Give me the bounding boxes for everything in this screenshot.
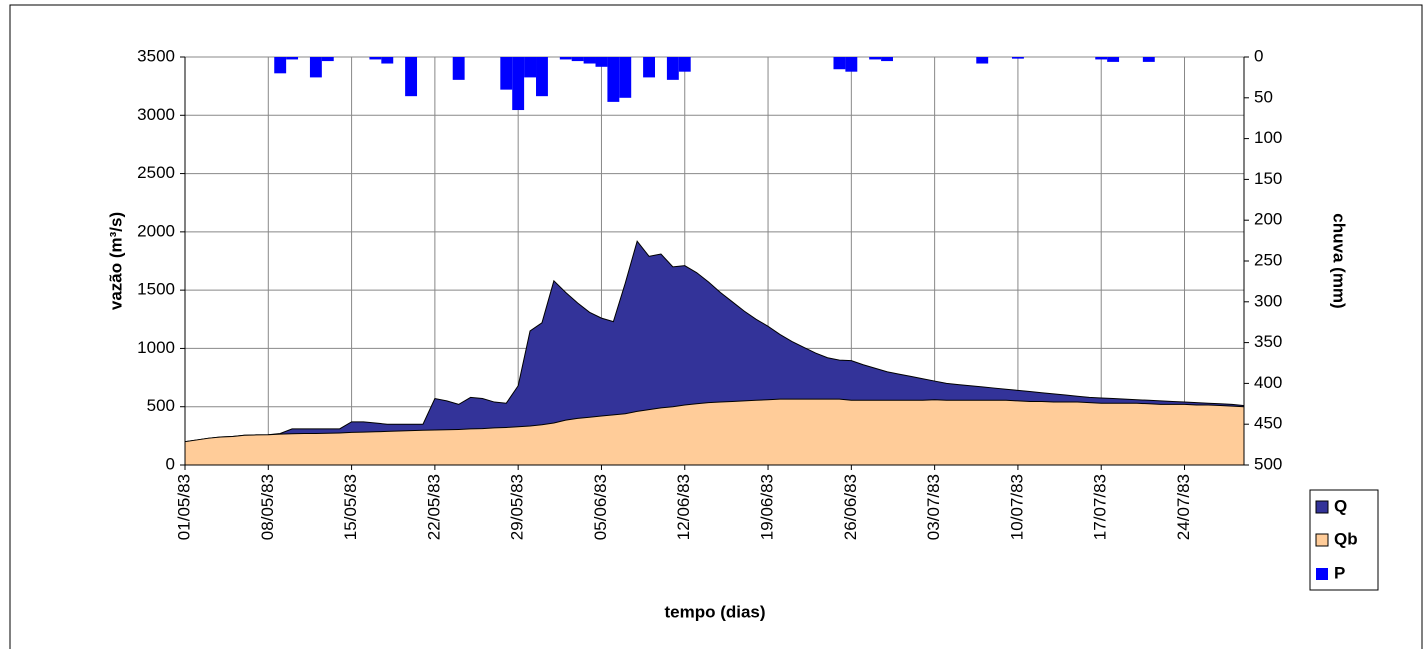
bar	[452, 57, 465, 80]
y2-tick-label: 300	[1254, 291, 1282, 310]
bar	[976, 57, 989, 64]
x-tick-label: 03/07/83	[924, 474, 943, 540]
bar	[559, 57, 572, 60]
x-tick-label: 15/05/83	[341, 474, 360, 540]
y-tick-label: 3500	[137, 46, 175, 65]
bar	[512, 57, 525, 111]
bar	[881, 57, 893, 62]
bar	[274, 57, 287, 74]
bar	[678, 57, 691, 72]
bar	[643, 57, 656, 78]
bar	[321, 57, 334, 62]
bar	[1107, 57, 1120, 62]
y-axis-title: vazão (m³/s)	[106, 212, 125, 310]
bar	[369, 57, 382, 60]
legend-label: Qb	[1334, 529, 1358, 548]
bar	[583, 57, 596, 64]
bar	[595, 57, 608, 67]
bar	[500, 57, 513, 90]
bar	[524, 57, 537, 78]
bar	[381, 57, 394, 64]
x-tick-label: 24/07/83	[1174, 474, 1193, 540]
x-tick-label: 17/07/83	[1091, 474, 1110, 540]
x-tick-label: 19/06/83	[758, 474, 777, 540]
y-tick-label: 2500	[137, 163, 175, 182]
y2-tick-label: 100	[1254, 128, 1282, 147]
y2-tick-label: 200	[1254, 210, 1282, 229]
y2-tick-label: 0	[1254, 46, 1263, 65]
legend-swatch	[1316, 568, 1328, 580]
x-tick-label: 22/05/83	[424, 474, 443, 540]
y-tick-label: 1000	[137, 338, 175, 357]
y-tick-label: 2000	[137, 221, 175, 240]
x-tick-label: 01/05/83	[174, 474, 193, 540]
x-tick-label: 12/06/83	[674, 474, 693, 540]
x-tick-label: 10/07/83	[1007, 474, 1026, 540]
bar	[833, 57, 846, 70]
y2-tick-label: 50	[1254, 87, 1273, 106]
y-tick-label: 1500	[137, 280, 175, 299]
bar	[1011, 57, 1024, 59]
x-axis-title: tempo (dias)	[664, 602, 765, 621]
y2-tick-label: 500	[1254, 454, 1282, 473]
bar	[619, 57, 632, 98]
bar	[286, 57, 299, 60]
x-tick-label: 29/05/83	[508, 474, 527, 540]
x-tick-label: 08/05/83	[258, 474, 277, 540]
y2-tick-label: 150	[1254, 169, 1282, 188]
bar	[869, 57, 882, 60]
legend-swatch	[1315, 500, 1329, 514]
legend-label: Q	[1334, 496, 1347, 515]
bar	[536, 57, 548, 97]
y-tick-label: 0	[166, 454, 175, 473]
bar	[405, 57, 418, 97]
y-tick-label: 3000	[137, 105, 175, 124]
y2-tick-label: 350	[1254, 332, 1282, 351]
bar	[607, 57, 620, 102]
bar	[1142, 57, 1155, 62]
y2-tick-label: 400	[1254, 373, 1282, 392]
y2-tick-label: 450	[1254, 414, 1282, 433]
bar	[845, 57, 858, 72]
bar	[571, 57, 584, 62]
bar	[309, 57, 322, 78]
y2-axis-title: chuva (mm)	[1330, 213, 1349, 308]
bar	[666, 57, 679, 80]
area-qb	[184, 398, 1245, 466]
legend-swatch	[1315, 533, 1329, 547]
y-tick-label: 500	[147, 396, 175, 415]
x-tick-label: 26/06/83	[841, 474, 860, 540]
y2-tick-label: 250	[1254, 250, 1282, 269]
bar	[1095, 57, 1108, 60]
x-tick-label: 05/06/83	[591, 474, 610, 540]
legend-label: P	[1334, 563, 1345, 582]
